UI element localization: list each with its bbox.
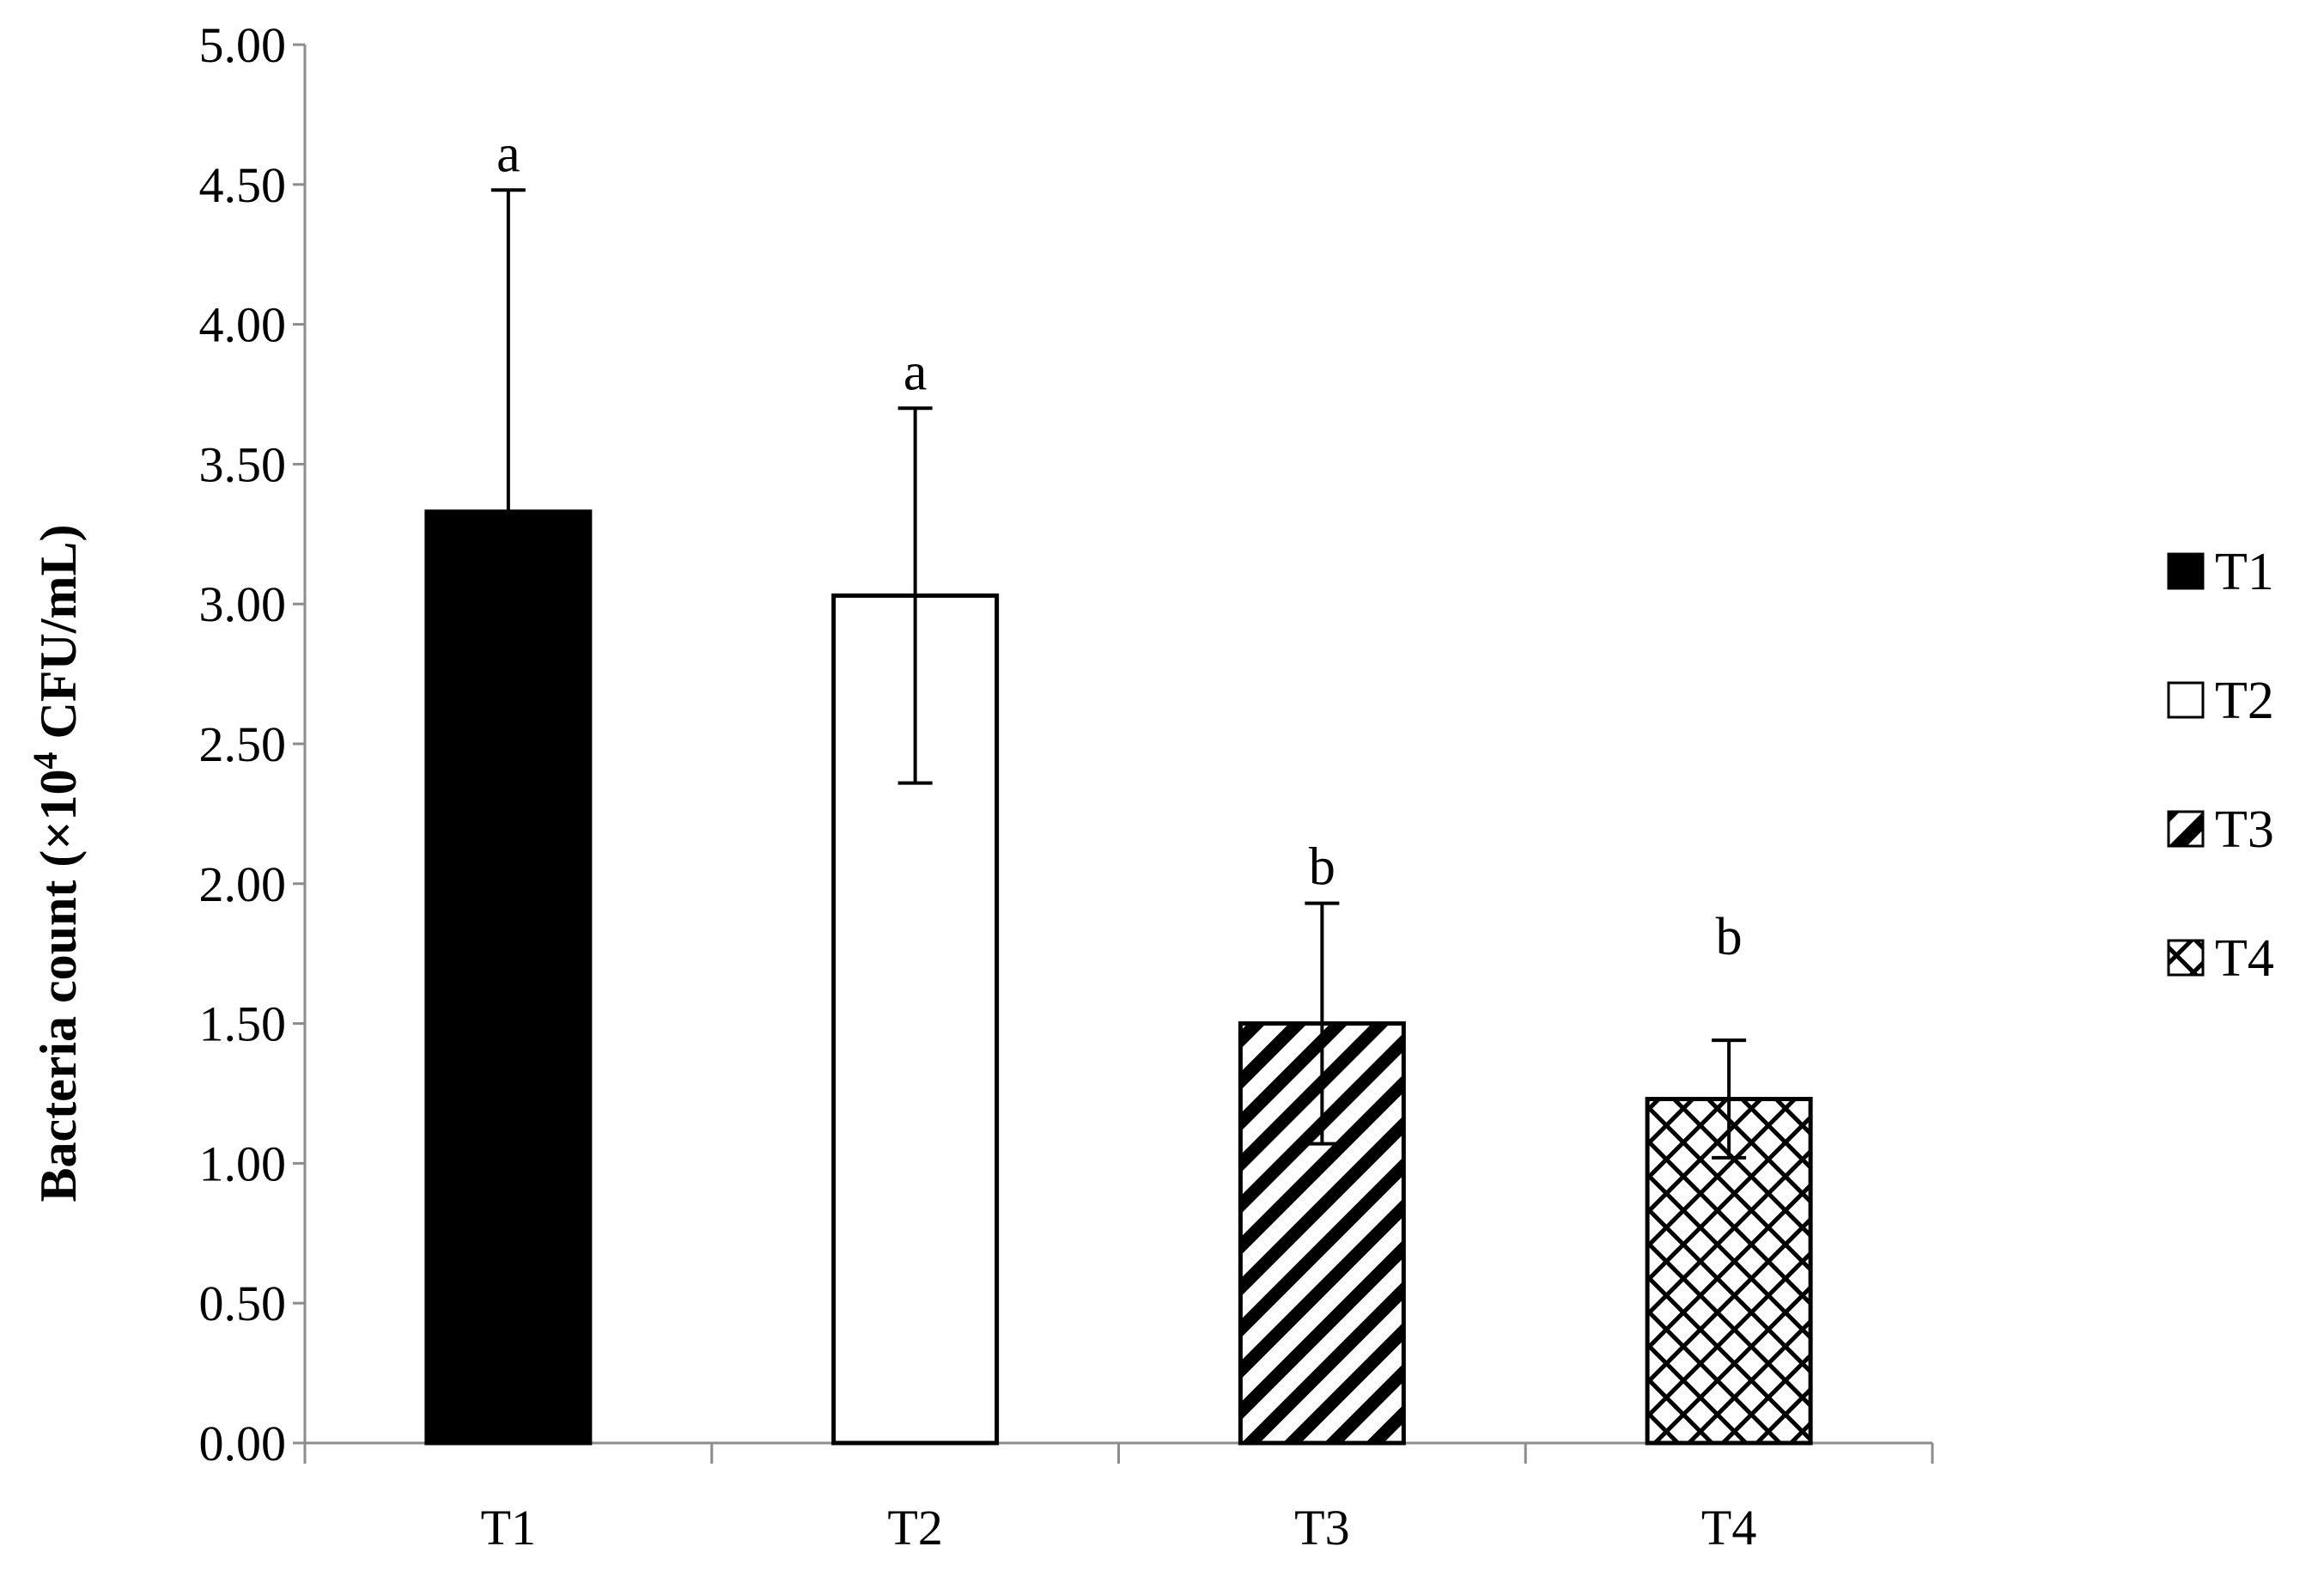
y-tick-label: 3.50 [199,436,287,492]
significance-labels: a a b b [496,125,1743,966]
y-tick-label: 4.00 [199,297,287,353]
y-tick-label: 2.50 [199,716,287,772]
y-tick-label: 5.00 [199,17,287,73]
legend-label: T4 [2215,929,2274,988]
significance-label: b [1716,908,1743,966]
y-tick-label: 1.50 [199,996,287,1052]
y-axis-title: Bacteria count (×104 CFU/mL) [26,524,88,1202]
x-tick-label: T1 [481,1500,536,1556]
legend-label: T3 [2215,801,2274,859]
legend-swatch-t1 [2167,552,2205,590]
x-axis: T1 T2 T3 T4 [303,1441,1934,1556]
y-tick-label: 3.00 [199,576,287,632]
legend-swatch-t4 [2167,939,2205,977]
significance-label: a [903,343,928,401]
y-tick-label: 0.00 [199,1416,287,1471]
bars [424,509,1813,1446]
y-tick-label: 4.50 [199,157,287,213]
legend-swatch-t2 [2167,681,2205,719]
y-tick-label: 0.50 [199,1276,287,1331]
y-tick-label: 1.00 [199,1136,287,1191]
legend: T1 T2 T3 T4 [2167,543,2274,988]
significance-label: b [1309,838,1335,897]
legend-label: T1 [2215,543,2274,601]
legend-label: T2 [2215,672,2274,730]
significance-label: a [496,125,520,183]
legend-swatch-t3 [2167,810,2205,848]
y-tick-label: 2.00 [199,856,287,912]
x-tick-label: T3 [1294,1500,1349,1556]
y-axis: 0.00 0.50 1.00 1.50 2.00 2.50 3.00 3.50 4.00 4.50… [199,17,307,1471]
x-tick-label: T4 [1701,1500,1756,1556]
x-tick-label: T2 [887,1500,942,1556]
error-bars [490,188,1747,1160]
